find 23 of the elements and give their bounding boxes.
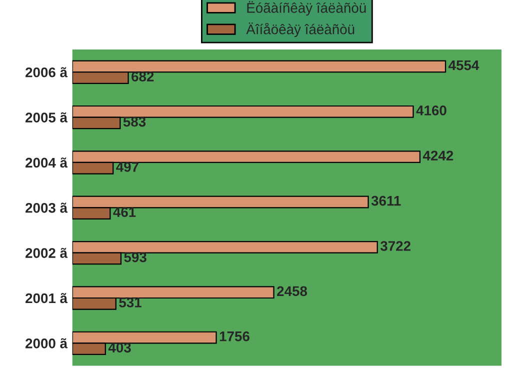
y-tick-label: 2004 ã (26, 157, 68, 168)
data-label: 461 (113, 207, 136, 218)
legend-label: Äîíåöêàÿ îáëàñòü (246, 22, 354, 38)
y-tick-label: 2002 ã (26, 248, 68, 258)
data-label: 682 (132, 72, 154, 82)
data-label: 583 (123, 116, 146, 127)
data-label: 3611 (371, 196, 401, 206)
data-label: 4160 (416, 106, 446, 116)
y-tick-label: 2001 ã (26, 293, 68, 304)
y-tick-label: 2006 ã (26, 67, 68, 78)
data-label: 403 (108, 342, 131, 353)
data-label: 531 (119, 298, 142, 308)
data-label: 4242 (422, 150, 454, 160)
data-label: 2458 (277, 286, 308, 296)
data-label: 1756 (220, 331, 250, 342)
legend-label: Ëóãàíñêàÿ îáëàñòü (247, 1, 366, 16)
data-label: 497 (116, 162, 138, 172)
y-tick-label: 2000 ã (26, 338, 68, 348)
data-label: 593 (124, 252, 146, 262)
y-tick-label: 2003 ã (26, 202, 68, 213)
y-tick-label: 2005 ã (26, 112, 68, 122)
data-label: 3722 (380, 241, 410, 251)
data-label: 4554 (448, 60, 480, 70)
